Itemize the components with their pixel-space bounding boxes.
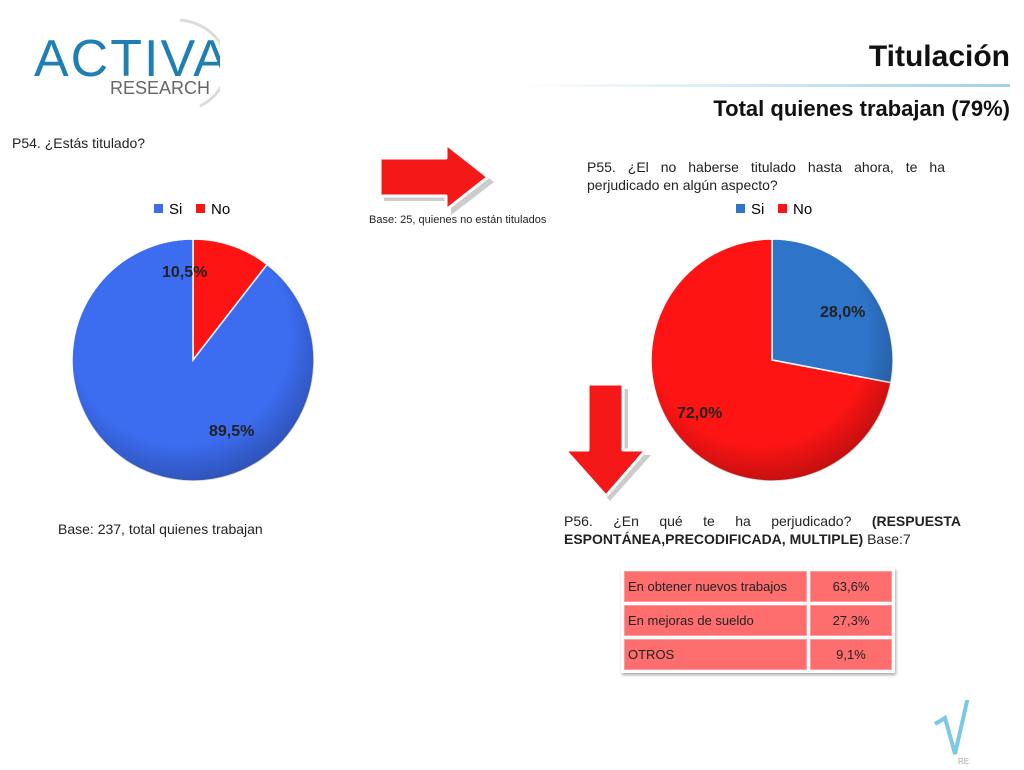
row-value: 63,6%	[810, 571, 892, 602]
row-value: 9,1%	[810, 639, 892, 670]
page-subtitle: Total quienes trabajan (79%)	[713, 96, 1010, 121]
legend-swatch-si	[154, 204, 163, 213]
question-p54: P54. ¿Estás titulado?	[12, 135, 146, 151]
legend-label-no: No	[211, 201, 230, 218]
page-title: Titulación	[868, 40, 1010, 73]
slice-label-no: 10,5%	[162, 264, 207, 281]
footer-wave-decoration: RESEARCH	[30, 700, 970, 766]
legend-label-si: Si	[751, 201, 764, 218]
slice-label-si: 28,0%	[820, 304, 865, 321]
p56-results-table: En obtener nuevos trabajos 63,6% En mejo…	[621, 568, 895, 673]
title-underline	[520, 84, 1010, 87]
logo-word-research: RESEARCH	[110, 78, 210, 98]
table-row: OTROS 9,1%	[624, 639, 892, 670]
question-p56-bold: (RESPUESTA ESPONTÁNEA,PRECODIFICADA, MUL…	[564, 513, 962, 547]
question-p56-text: P56. ¿En qué te ha perjudicado?	[564, 513, 852, 529]
question-p55: P55. ¿El no haberse titulado hasta ahora…	[587, 159, 945, 193]
pie-chart-p54: Si No 10,5% 89,5%	[71, 201, 315, 482]
arrow-right-icon	[378, 142, 494, 215]
legend-label-no: No	[793, 201, 812, 218]
slice-label-no: 72,0%	[677, 405, 722, 422]
row-label: En obtener nuevos trabajos	[624, 571, 807, 602]
base-p54: Base: 237, total quienes trabajan	[58, 521, 263, 537]
arrow-down-icon	[563, 382, 651, 501]
pie-chart-p55: Si No 28,0% 72,0%	[650, 201, 894, 482]
table-row: En obtener nuevos trabajos 63,6%	[624, 571, 892, 602]
question-p56: P56. ¿En qué te ha perjudicado? (RESPUES…	[564, 512, 961, 548]
table-row: En mejoras de sueldo 27,3%	[624, 605, 892, 636]
legend-label-si: Si	[169, 201, 182, 218]
question-p56-base: Base:7	[867, 531, 911, 547]
legend-p55: Si No	[736, 201, 812, 218]
legend-swatch-no	[778, 204, 787, 213]
logo-word-activa: ACTIVA	[34, 30, 220, 88]
legend-swatch-si	[736, 204, 745, 213]
row-label: OTROS	[624, 639, 807, 670]
legend-p54: Si No	[154, 201, 230, 218]
activa-research-logo: ACTIVA RESEARCH	[34, 18, 220, 108]
legend-swatch-no	[196, 204, 205, 213]
row-label: En mejoras de sueldo	[624, 605, 807, 636]
base-p55: Base: 25, quienes no están titulados	[369, 214, 547, 226]
row-value: 27,3%	[810, 605, 892, 636]
footer-logo-text: RESEARCH	[958, 757, 970, 766]
slice-label-si: 89,5%	[209, 423, 254, 440]
